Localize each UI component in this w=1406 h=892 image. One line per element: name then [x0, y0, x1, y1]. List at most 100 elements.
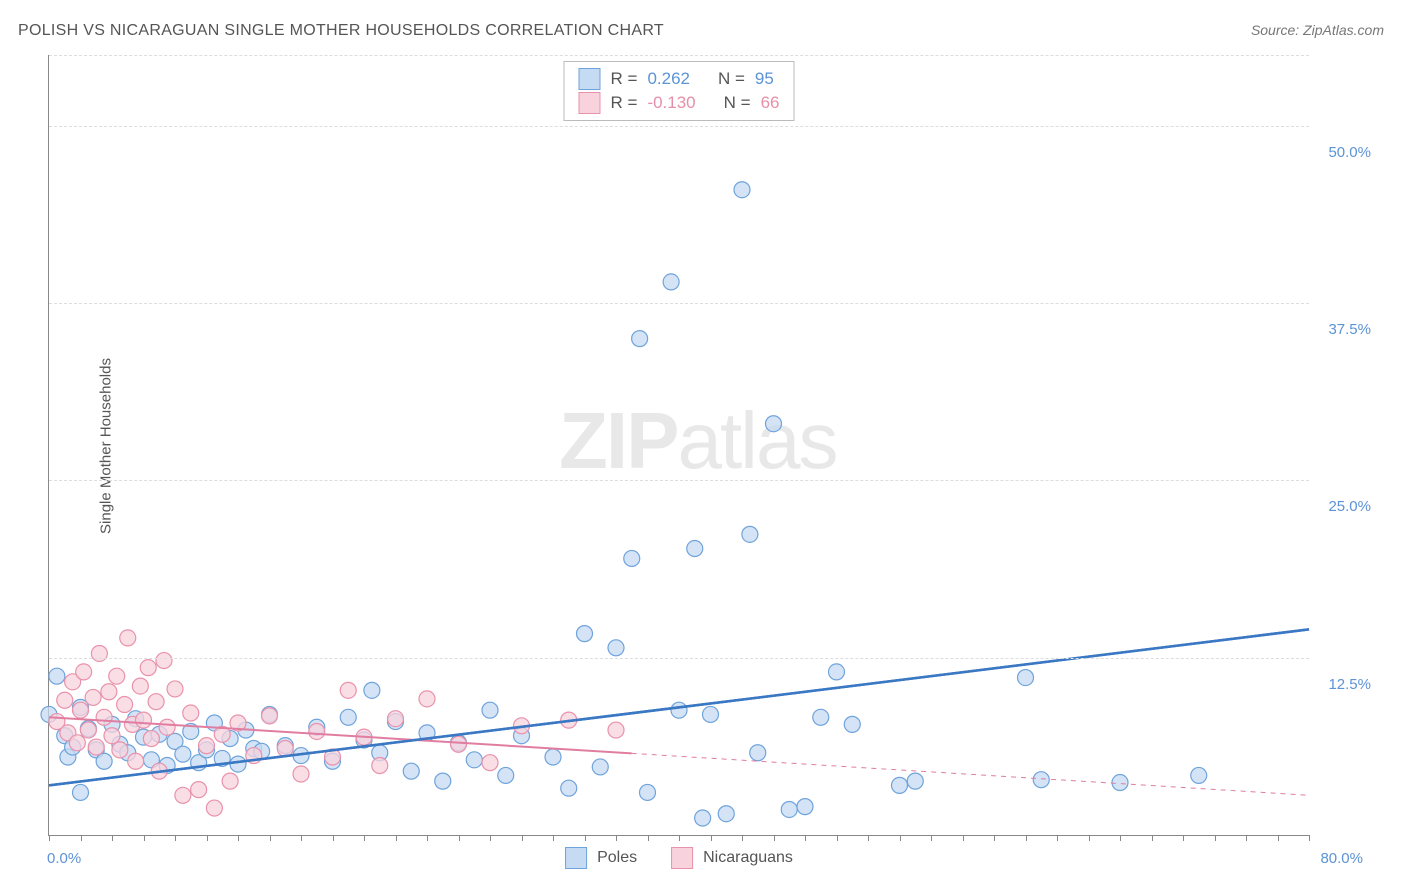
scatter-point — [750, 745, 766, 761]
scatter-point — [104, 728, 120, 744]
scatter-point — [687, 541, 703, 557]
scatter-point — [128, 753, 144, 769]
poles-swatch-icon — [579, 68, 601, 90]
scatter-point — [73, 702, 89, 718]
scatter-point — [608, 722, 624, 738]
r-label: R = — [611, 69, 638, 89]
scatter-point — [892, 777, 908, 793]
scatter-point — [140, 660, 156, 676]
scatter-point — [388, 711, 404, 727]
scatter-point — [592, 759, 608, 775]
scatter-point — [632, 331, 648, 347]
scatter-point — [797, 799, 813, 815]
legend-bottom: Poles Nicaraguans — [565, 847, 793, 869]
scatter-point — [340, 709, 356, 725]
trend-line-poles-full — [49, 629, 1309, 785]
scatter-point — [120, 630, 136, 646]
scatter-point — [80, 722, 96, 738]
scatter-point — [109, 668, 125, 684]
scatter-point — [640, 784, 656, 800]
scatter-point — [262, 708, 278, 724]
scatter-point — [156, 653, 172, 669]
scatter-point — [143, 731, 159, 747]
scatter-point — [718, 806, 734, 822]
x-tick-label-min: 0.0% — [47, 850, 81, 867]
scatter-point — [907, 773, 923, 789]
scatter-point — [703, 706, 719, 722]
chart-title: POLISH VS NICARAGUAN SINGLE MOTHER HOUSE… — [18, 22, 664, 40]
scatter-point — [577, 626, 593, 642]
scatter-point — [96, 709, 112, 725]
scatter-point — [167, 681, 183, 697]
scatter-point — [695, 810, 711, 826]
scatter-point — [372, 758, 388, 774]
scatter-point — [545, 749, 561, 765]
scatter-point — [498, 767, 514, 783]
scatter-point — [451, 736, 467, 752]
scatter-point — [1112, 775, 1128, 791]
scatter-point — [88, 739, 104, 755]
scatter-point — [364, 682, 380, 698]
poles-legend-label: Poles — [597, 849, 637, 867]
nicaraguans-legend-swatch-icon — [671, 847, 693, 869]
scatter-point — [829, 664, 845, 680]
y-tick-label: 25.0% — [1328, 498, 1371, 515]
scatter-point — [482, 702, 498, 718]
scatter-point — [206, 800, 222, 816]
scatter-point — [466, 752, 482, 768]
scatter-point — [101, 684, 117, 700]
scatter-point — [608, 640, 624, 656]
source-citation: Source: ZipAtlas.com — [1251, 22, 1384, 38]
n-value-nicaraguans: 66 — [761, 93, 780, 113]
scatter-point — [159, 719, 175, 735]
scatter-point — [309, 723, 325, 739]
scatter-point — [69, 735, 85, 751]
plot-area: ZIPatlas R = 0.262 N = 95 R = -0.130 N =… — [48, 55, 1309, 836]
scatter-point — [175, 746, 191, 762]
scatter-point — [742, 526, 758, 542]
scatter-point — [85, 689, 101, 705]
n-value-poles: 95 — [755, 69, 774, 89]
scatter-point — [222, 773, 238, 789]
scatter-point — [132, 678, 148, 694]
scatter-point — [624, 550, 640, 566]
nicaraguans-legend-label: Nicaraguans — [703, 849, 793, 867]
scatter-point — [561, 780, 577, 796]
scatter-point — [340, 682, 356, 698]
trend-line-extrap — [632, 753, 1309, 795]
scatter-point — [766, 416, 782, 432]
scatter-point — [844, 716, 860, 732]
scatter-point — [91, 645, 107, 661]
scatter-point — [183, 705, 199, 721]
scatter-point — [293, 766, 309, 782]
y-tick-label: 12.5% — [1328, 676, 1371, 693]
scatter-point — [1191, 767, 1207, 783]
scatter-point — [671, 702, 687, 718]
scatter-point — [781, 801, 797, 817]
scatter-point — [96, 753, 112, 769]
scatter-point — [73, 784, 89, 800]
scatter-point — [112, 742, 128, 758]
scatter-point — [199, 738, 215, 754]
scatter-point — [49, 668, 65, 684]
scatter-point — [663, 274, 679, 290]
n-label: N = — [718, 69, 745, 89]
scatter-point — [57, 692, 73, 708]
r-value-poles: 0.262 — [647, 69, 690, 89]
plot-svg — [49, 55, 1309, 835]
n-label: N = — [724, 93, 751, 113]
scatter-point — [230, 756, 246, 772]
r-value-nicaraguans: -0.130 — [647, 93, 695, 113]
scatter-point — [191, 782, 207, 798]
y-tick-label: 50.0% — [1328, 144, 1371, 161]
stats-row-poles: R = 0.262 N = 95 — [579, 68, 780, 90]
chart-container: POLISH VS NICARAGUAN SINGLE MOTHER HOUSE… — [0, 0, 1406, 892]
scatter-point — [136, 712, 152, 728]
x-tick-label-max: 80.0% — [1320, 850, 1363, 867]
scatter-point — [403, 763, 419, 779]
nicaraguans-swatch-icon — [579, 92, 601, 114]
scatter-point — [1033, 772, 1049, 788]
scatter-point — [482, 755, 498, 771]
y-tick-label: 37.5% — [1328, 321, 1371, 338]
scatter-point — [277, 740, 293, 756]
